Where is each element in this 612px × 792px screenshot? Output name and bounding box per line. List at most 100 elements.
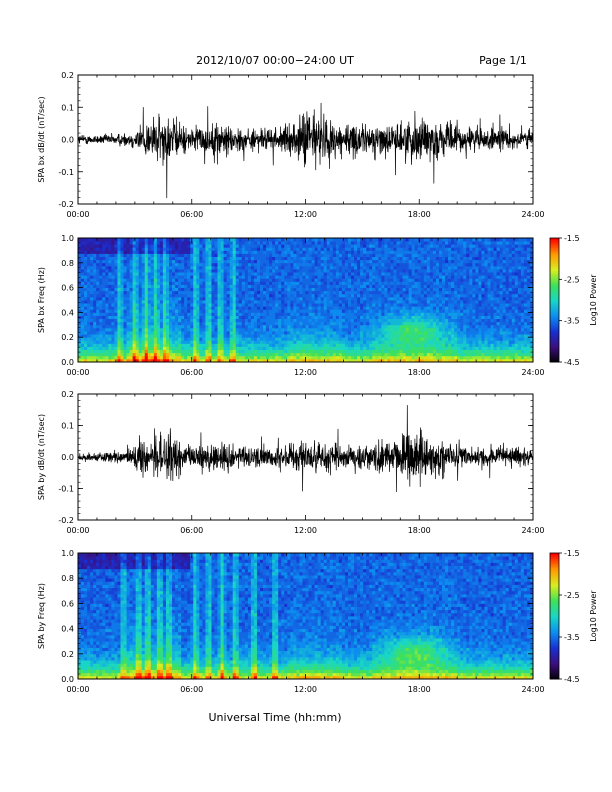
colorbar-swatch — [550, 244, 559, 247]
colorbar-label: Log10 Power — [589, 590, 598, 642]
x-tick-label: 00:00 — [66, 210, 89, 219]
colorbar-swatch — [550, 320, 559, 324]
y-tick-label: 0.4 — [61, 308, 74, 317]
x-tick-label: 12:00 — [294, 526, 317, 535]
colorbar-swatch — [550, 310, 559, 313]
x-tick-label: 06:00 — [180, 368, 203, 377]
colorbar-swatch — [550, 341, 559, 344]
colorbar: -1.5 -2.5 -3.5 -4.5 Log10 Power — [549, 549, 598, 684]
colorbar-swatch — [550, 620, 559, 623]
colorbar-swatch — [550, 246, 559, 249]
panel-3: 00:00 06:00 12:00 18:00 24:00 0.2 0.1 0.0 -0.1 -0… — [37, 390, 545, 535]
y-tick-label: -0.1 — [58, 485, 74, 494]
colorbar-swatch — [550, 555, 559, 558]
y-tick-label: 0.8 — [61, 574, 74, 583]
colorbar-swatch — [550, 242, 559, 245]
colorbar-swatch — [550, 674, 559, 678]
colorbar-swatch — [550, 666, 559, 669]
colorbar-swatch — [550, 291, 559, 295]
y-tick-label: 0.2 — [61, 71, 74, 80]
colorbar-swatch — [550, 256, 559, 260]
colorbar-swatch — [550, 337, 559, 340]
x-tick-label: 18:00 — [408, 526, 431, 535]
colorbar-swatch — [550, 649, 559, 653]
colorbar-swatch — [550, 248, 559, 251]
colorbar-swatch — [550, 308, 559, 311]
y-axis-label: SPA bx Freq (Hz) — [37, 267, 46, 333]
x-tick-label: 24:00 — [521, 685, 544, 694]
colorbar-swatch — [550, 616, 559, 619]
colorbar-frame — [549, 237, 560, 363]
colorbar-swatch — [550, 597, 559, 600]
x-tick-label: 24:00 — [521, 210, 544, 219]
colorbar-swatch — [550, 628, 559, 632]
colorbar-swatch — [550, 347, 559, 351]
x-tick-label: 00:00 — [66, 526, 89, 535]
colorbar-swatch — [550, 605, 559, 609]
x-tick-label: 18:00 — [408, 368, 431, 377]
colorbar-swatch — [550, 567, 559, 571]
colorbar-swatch — [550, 252, 559, 256]
x-tick-label: 06:00 — [180, 685, 203, 694]
colorbar-swatch — [550, 563, 559, 567]
colorbar-swatch — [550, 588, 559, 592]
colorbar-swatch — [550, 559, 559, 562]
colorbar-swatch — [550, 601, 559, 604]
colorbar-swatch — [550, 324, 559, 328]
colorbar-swatch — [550, 258, 559, 262]
colorbar-swatch — [550, 302, 559, 305]
colorbar-swatch — [550, 238, 559, 241]
colorbar-swatch — [550, 634, 559, 638]
panel-1: 00:00 06:00 12:00 18:00 24:00 0.2 0.1 0.0 -0.1 -0… — [37, 71, 545, 219]
x-tick-label: 24:00 — [521, 526, 544, 535]
colorbar-swatch — [550, 306, 559, 309]
colorbar-swatch — [550, 609, 559, 613]
colorbar-swatch — [550, 641, 559, 644]
colorbar-swatch — [550, 580, 559, 583]
colorbar-swatch — [550, 639, 559, 642]
colorbar-swatch — [550, 613, 559, 617]
y-tick-label: 0.0 — [61, 136, 74, 145]
colorbar-swatch — [550, 262, 559, 266]
colorbar-swatch — [550, 339, 559, 342]
colorbar-swatch — [550, 676, 559, 680]
colorbar-swatch — [550, 357, 559, 361]
y-tick-label: 0.6 — [61, 599, 74, 608]
colorbar-swatch — [550, 264, 559, 268]
colorbar-swatch — [550, 353, 559, 357]
x-tick-label: 06:00 — [180, 526, 203, 535]
colorbar-swatch — [550, 351, 559, 355]
x-tick-label: 24:00 — [521, 368, 544, 377]
spectrogram-cells — [78, 238, 534, 363]
colorbar-swatch — [550, 578, 559, 581]
colorbar-tick-label: -3.5 — [564, 633, 580, 642]
colorbar-tick-label: -1.5 — [564, 549, 580, 558]
colorbar-swatch — [550, 664, 559, 667]
colorbar-swatch — [550, 553, 559, 556]
colorbar-tick-label: -2.5 — [564, 275, 580, 284]
panel-2: -1.5 -2.5 -3.5 -4.5 Log10 Power 00:00 06:00 12:… — [37, 234, 598, 377]
colorbar-swatch — [550, 343, 559, 346]
colorbar-tick-label: -3.5 — [564, 317, 580, 326]
colorbar-swatch — [550, 273, 559, 276]
spectrogram-cells — [78, 553, 534, 680]
colorbar-swatch — [550, 582, 559, 585]
colorbar-swatch — [550, 603, 559, 606]
y-tick-label: 1.0 — [61, 234, 74, 243]
colorbar-swatch — [550, 289, 559, 293]
colorbar-swatch — [550, 643, 559, 646]
colorbar-swatch — [550, 254, 559, 258]
colorbar-swatch — [550, 250, 559, 253]
colorbar-swatch — [550, 574, 559, 577]
y-tick-label: 0.2 — [61, 390, 74, 399]
colorbar-swatch — [550, 266, 559, 270]
y-tick-label: 0.0 — [61, 675, 74, 684]
colorbar-swatch — [550, 359, 559, 363]
colorbar-swatch — [550, 300, 559, 303]
colorbar-swatch — [550, 285, 559, 289]
colorbar-swatch — [550, 624, 559, 627]
colorbar-swatch — [550, 281, 559, 284]
panel-4: -1.5 -2.5 -3.5 -4.5 Log10 Power 00:00 06:00 12:… — [37, 549, 598, 694]
y-tick-label: 0.4 — [61, 625, 74, 634]
